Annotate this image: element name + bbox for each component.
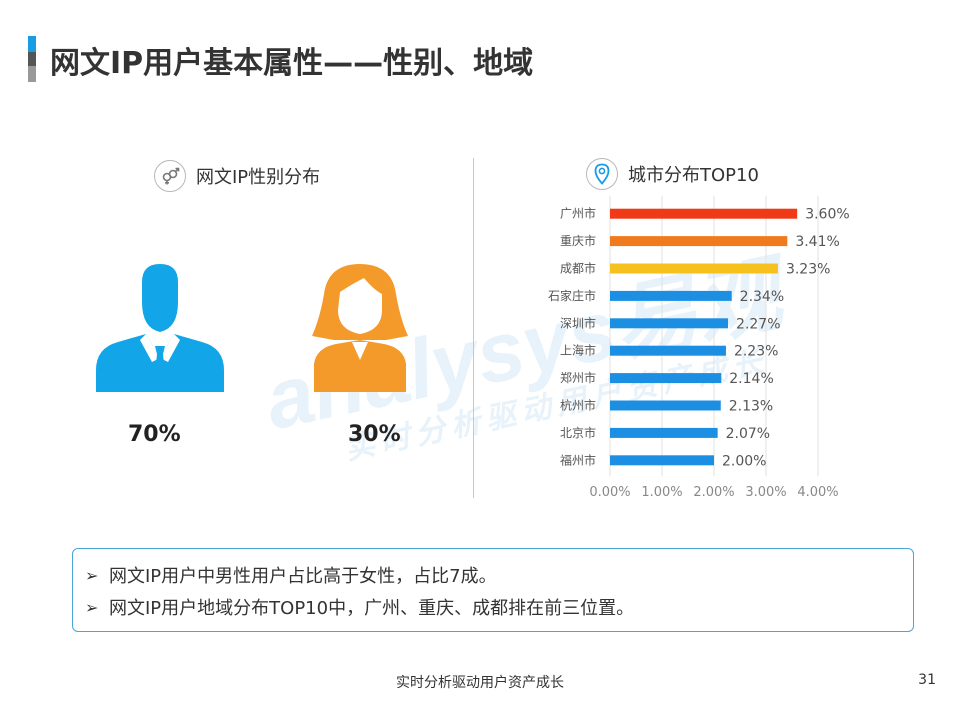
bar — [610, 263, 778, 274]
gender-section-title: 网文IP性别分布 — [196, 167, 321, 188]
category-label: 石家庄市 — [548, 288, 596, 303]
bar — [610, 208, 798, 219]
bar — [610, 455, 714, 466]
bar — [610, 236, 788, 247]
category-label: 重庆市 — [560, 233, 596, 248]
location-pin-icon — [586, 158, 618, 190]
summary-item: ➢ 网文IP用户地域分布TOP10中，广州、重庆、成都排在前三位置。 — [85, 591, 913, 623]
bar — [610, 318, 729, 329]
x-tick-label: 0.00% — [589, 485, 630, 500]
data-label: 2.27% — [736, 316, 780, 332]
male-percentage: 70% — [128, 422, 181, 447]
category-label: 福州市 — [560, 452, 596, 467]
male-user-icon — [96, 264, 224, 392]
summary-item: ➢ 网文IP用户中男性用户占比高于女性，占比7成。 — [85, 559, 913, 591]
category-label: 上海市 — [560, 343, 596, 358]
summary-box: ➢ 网文IP用户中男性用户占比高于女性，占比7成。 ➢ 网文IP用户地域分布TO… — [72, 548, 914, 632]
x-tick-label: 4.00% — [797, 485, 838, 500]
data-label: 2.34% — [740, 289, 784, 305]
x-tick-label: 1.00% — [641, 485, 682, 500]
category-label: 成都市 — [560, 261, 596, 276]
page-title: 网文IP用户基本属性——性别、地域 — [50, 46, 534, 81]
city-chart-svg: 0.00% 1.00% 2.00% 3.00% 4.00% 广州市 3.60% 重庆市 3.41… — [548, 196, 850, 500]
category-label: 广州市 — [560, 206, 596, 221]
city-section-title: 城市分布TOP10 — [628, 165, 759, 186]
data-label: 3.23% — [786, 262, 830, 278]
category-label: 深圳市 — [560, 315, 596, 330]
bar — [610, 345, 726, 356]
summary-text: 网文IP用户中男性用户占比高于女性，占比7成。 — [109, 566, 497, 587]
gender-icon — [154, 160, 186, 192]
bullet-arrow-icon: ➢ — [85, 597, 99, 617]
city-top10-bar-chart: 0.00% 1.00% 2.00% 3.00% 4.00% 广州市 3.60% 重庆市 3.41… — [480, 190, 860, 520]
category-label: 北京市 — [560, 425, 596, 440]
footer-tagline: 实时分析驱动用户资产成长 — [396, 675, 564, 691]
x-tick-label: 2.00% — [693, 485, 734, 500]
bar — [610, 427, 718, 438]
x-tick-label: 3.00% — [745, 485, 786, 500]
page-number: 31 — [918, 672, 936, 688]
bullet-arrow-icon: ➢ — [85, 565, 99, 585]
bar — [610, 400, 721, 411]
data-label: 2.14% — [729, 371, 773, 387]
bar — [610, 373, 722, 384]
data-label: 3.41% — [795, 234, 839, 250]
data-label: 2.13% — [729, 399, 773, 415]
data-label: 2.00% — [722, 453, 766, 469]
gender-section-header: 网文IP性别分布 — [154, 160, 320, 192]
data-label: 3.60% — [805, 207, 849, 223]
data-label: 2.23% — [734, 344, 778, 360]
title-accent-bar — [28, 36, 36, 82]
category-label: 杭州市 — [560, 398, 596, 413]
bar — [610, 290, 732, 301]
data-label: 2.07% — [726, 426, 770, 442]
category-label: 郑州市 — [560, 370, 596, 385]
section-divider — [473, 158, 474, 498]
summary-text: 网文IP用户地域分布TOP10中，广州、重庆、成都排在前三位置。 — [109, 598, 635, 619]
female-user-icon — [312, 264, 408, 392]
city-section-header: 城市分布TOP10 — [586, 158, 759, 190]
female-percentage: 30% — [348, 422, 401, 447]
